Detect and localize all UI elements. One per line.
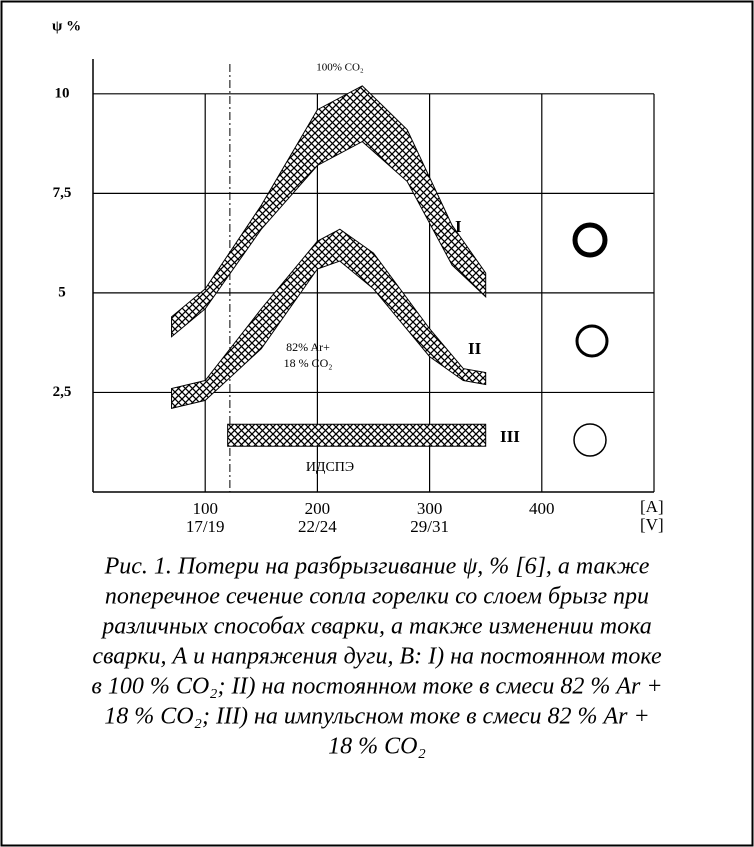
band (227, 423, 487, 447)
band (171, 228, 487, 410)
series-label: I (455, 217, 462, 236)
band (171, 85, 487, 338)
series-label: III (500, 427, 520, 446)
x-voltage-label: 29/31 (410, 517, 449, 536)
nozzle-section (575, 324, 609, 358)
annotation: 100% CO₂ (316, 62, 364, 74)
y-axis-label: ψ % (52, 18, 81, 34)
nozzle-section (573, 423, 607, 457)
annotation: 82% Ar+ (286, 340, 330, 354)
x-tick-label: 300 (417, 499, 443, 518)
caption-line: в 100 % CO₂; II) на постоянном токе в см… (91, 674, 662, 700)
y-tick-label: 10 (55, 85, 70, 101)
y-tick-label: 7,5 (53, 185, 72, 201)
x-tick-label: 400 (529, 499, 555, 518)
y-tick-label: 2,5 (53, 384, 72, 400)
x-unit-label: [A] (640, 497, 664, 516)
x-unit-label: [V] (640, 515, 664, 534)
caption-line: различных способах сварки, а также измен… (100, 614, 651, 640)
caption-line: 18 % CO₂; III) на импульсном токе в смес… (104, 704, 649, 730)
x-tick-label: 200 (305, 499, 331, 518)
caption-line: Рис. 1. Потери на разбрызгивание ψ, % [6… (104, 554, 650, 580)
x-voltage-label: 22/24 (298, 517, 337, 536)
annotation: ИДСПЭ (306, 460, 354, 475)
x-voltage-label: 17/19 (186, 517, 225, 536)
caption-line: 18 % CO₂ (328, 734, 426, 760)
caption-line: поперечное сечение сопла горелки со слое… (105, 584, 649, 610)
annotation: 18 % CO₂ (284, 356, 333, 370)
series-label: II (468, 339, 482, 358)
nozzle-section (572, 222, 608, 258)
y-tick-label: 5 (58, 284, 66, 300)
x-tick-label: 100 (192, 499, 218, 518)
caption-line: сварки, А и напряжения дуги, В: I) на по… (92, 644, 662, 670)
